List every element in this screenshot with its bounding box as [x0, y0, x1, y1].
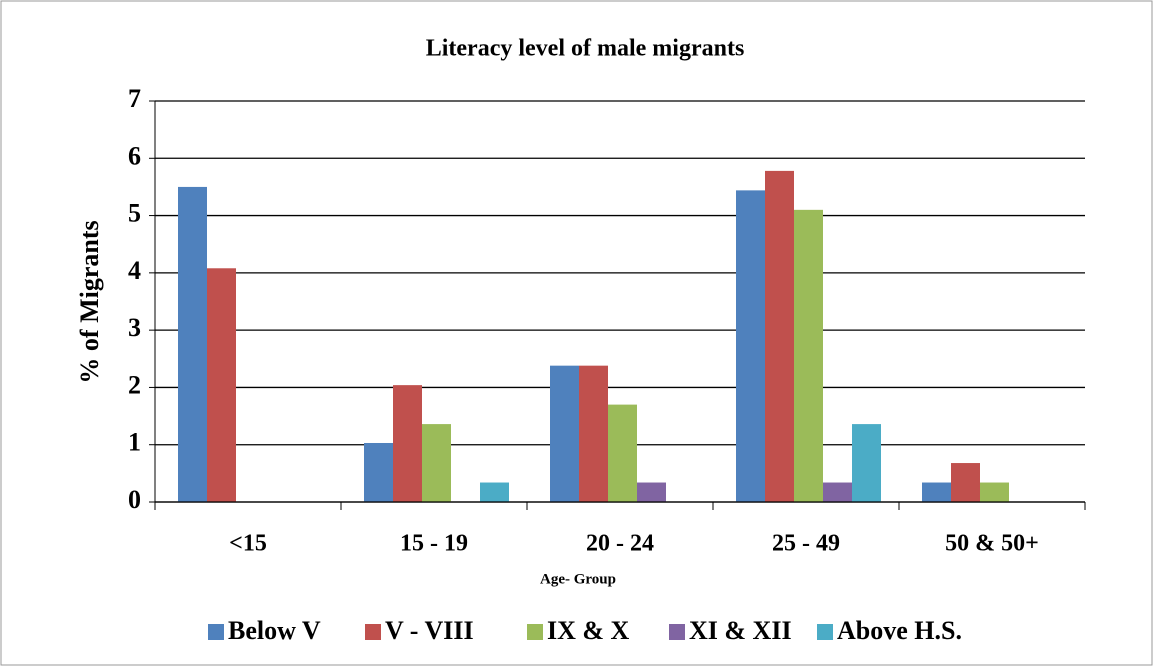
bar [852, 424, 881, 502]
bar [178, 186, 207, 502]
y-tick-label: 3 [128, 313, 141, 342]
legend-swatch [527, 624, 543, 640]
x-axis-title: Age- Group [540, 571, 616, 587]
legend-swatch [365, 624, 381, 640]
x-tick-label: 50 & 50+ [945, 531, 1039, 557]
legend-label: V - VIII [385, 616, 474, 645]
y-tick-label: 2 [128, 370, 141, 399]
legend-label: Below V [228, 616, 321, 645]
x-tick-label: 25 - 49 [772, 531, 840, 557]
bar [794, 209, 823, 503]
bar [608, 404, 637, 502]
bar [922, 482, 951, 502]
bar [393, 385, 422, 502]
y-tick-label: 4 [128, 256, 141, 285]
legend-label: IX & X [547, 616, 630, 645]
bar [364, 442, 393, 502]
chart-title: Literacy level of male migrants [426, 36, 745, 62]
bar [480, 482, 509, 502]
y-tick-label: 5 [128, 199, 141, 228]
y-tick-label: 7 [128, 84, 141, 113]
bar [980, 482, 1009, 502]
legend-swatch [669, 624, 685, 640]
y-axis-title: % of Migrants [75, 220, 104, 383]
bar [765, 170, 794, 503]
y-tick-label: 1 [128, 428, 141, 457]
y-tick-label: 6 [128, 141, 141, 170]
bar [637, 482, 666, 502]
legend-label: XI & XII [689, 616, 792, 645]
y-tick-label: 0 [128, 485, 141, 514]
bar [550, 365, 579, 502]
bar [736, 190, 765, 502]
x-tick-label: <15 [229, 531, 267, 557]
legend-swatch [208, 624, 224, 640]
x-tick-label: 15 - 19 [400, 531, 468, 557]
bar [823, 482, 852, 502]
legend-label: Above H.S. [837, 616, 962, 645]
bar [951, 463, 980, 502]
legend-swatch [817, 624, 833, 640]
x-tick-label: 20 - 24 [586, 531, 654, 557]
bar [207, 268, 236, 502]
bar [579, 365, 608, 502]
bar [422, 424, 451, 502]
